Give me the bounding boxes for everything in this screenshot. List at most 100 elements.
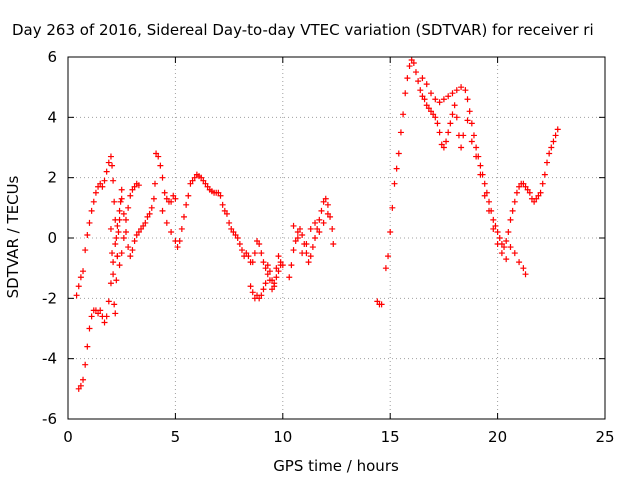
- data-point: [77, 274, 84, 281]
- data-point: [546, 150, 553, 157]
- data-point: [402, 90, 409, 97]
- x-tick-label: 0: [63, 428, 73, 446]
- data-point: [112, 241, 119, 248]
- data-point: [423, 102, 430, 109]
- data-point: [296, 225, 303, 232]
- data-point: [526, 189, 533, 196]
- data-point: [109, 162, 116, 169]
- data-point: [279, 262, 286, 269]
- data-point: [88, 207, 95, 214]
- data-point: [322, 195, 329, 202]
- data-point: [221, 207, 228, 214]
- data-point: [269, 286, 276, 293]
- data-point: [243, 250, 250, 257]
- data-point: [111, 301, 118, 308]
- data-point: [234, 235, 241, 241]
- data-point: [180, 213, 187, 220]
- data-point: [552, 132, 559, 139]
- data-point: [423, 81, 430, 88]
- data-point: [498, 250, 505, 257]
- data-point: [318, 207, 325, 214]
- data-point: [170, 192, 177, 199]
- data-point: [412, 69, 419, 76]
- data-point: [312, 235, 319, 241]
- data-point: [531, 198, 538, 205]
- data-point: [430, 111, 437, 118]
- x-tick-label: 5: [171, 428, 181, 446]
- data-point: [107, 280, 114, 287]
- data-point: [168, 228, 175, 235]
- data-point: [415, 78, 422, 85]
- data-point: [148, 204, 155, 211]
- data-point: [382, 265, 389, 272]
- data-point: [187, 180, 194, 187]
- data-point: [80, 268, 87, 275]
- data-point: [178, 225, 185, 232]
- data-point: [440, 96, 447, 103]
- data-point: [264, 262, 271, 269]
- data-point: [258, 292, 265, 299]
- y-tick-label: 2: [47, 169, 57, 187]
- data-point: [449, 90, 456, 97]
- data-point: [114, 222, 121, 229]
- data-point: [539, 180, 546, 187]
- x-axis-title: GPS time / hours: [273, 457, 399, 475]
- data-point: [400, 111, 407, 118]
- data-point: [481, 192, 488, 199]
- data-point: [189, 177, 196, 184]
- data-point: [95, 310, 102, 317]
- data-point: [316, 228, 323, 235]
- data-point: [516, 259, 523, 266]
- data-point: [440, 144, 447, 151]
- data-point: [453, 87, 460, 94]
- data-point: [127, 253, 134, 260]
- data-point: [176, 238, 183, 245]
- data-point: [275, 268, 282, 275]
- data-point: [115, 228, 122, 235]
- data-point: [393, 165, 400, 172]
- data-point: [103, 313, 110, 320]
- data-point: [434, 120, 441, 127]
- data-point: [453, 114, 460, 121]
- data-point: [262, 280, 269, 287]
- data-point: [299, 250, 306, 257]
- data-point: [127, 192, 134, 199]
- data-point: [294, 235, 301, 241]
- data-point: [511, 250, 518, 257]
- y-tick-label: -6: [42, 410, 57, 428]
- data-point: [554, 126, 561, 133]
- data-point: [481, 180, 488, 187]
- data-point: [507, 216, 514, 223]
- data-point: [110, 259, 117, 266]
- data-point: [451, 102, 458, 109]
- data-point: [290, 247, 297, 254]
- data-point: [97, 307, 104, 314]
- data-point: [215, 189, 222, 196]
- data-point: [163, 219, 170, 226]
- data-point: [82, 247, 89, 254]
- data-point: [113, 235, 120, 241]
- data-point: [419, 93, 426, 100]
- data-point: [144, 213, 151, 220]
- data-point: [428, 90, 435, 97]
- data-point: [473, 144, 480, 151]
- y-tick-label: 4: [47, 108, 57, 126]
- x-tick-label: 20: [488, 428, 507, 446]
- data-point: [320, 219, 327, 226]
- data-point: [219, 201, 226, 208]
- y-tick-label: -4: [42, 350, 57, 368]
- data-point: [230, 228, 237, 235]
- data-point: [120, 235, 127, 241]
- data-point: [511, 198, 518, 205]
- data-point: [513, 189, 520, 196]
- y-axis-title: SDTVAR / TECUs: [4, 175, 22, 298]
- data-point: [299, 231, 306, 238]
- data-point: [103, 168, 110, 175]
- data-point: [129, 247, 136, 254]
- data-point: [395, 150, 402, 157]
- data-point: [73, 292, 80, 299]
- data-point: [445, 93, 452, 100]
- data-point: [232, 231, 239, 238]
- data-point: [138, 225, 145, 232]
